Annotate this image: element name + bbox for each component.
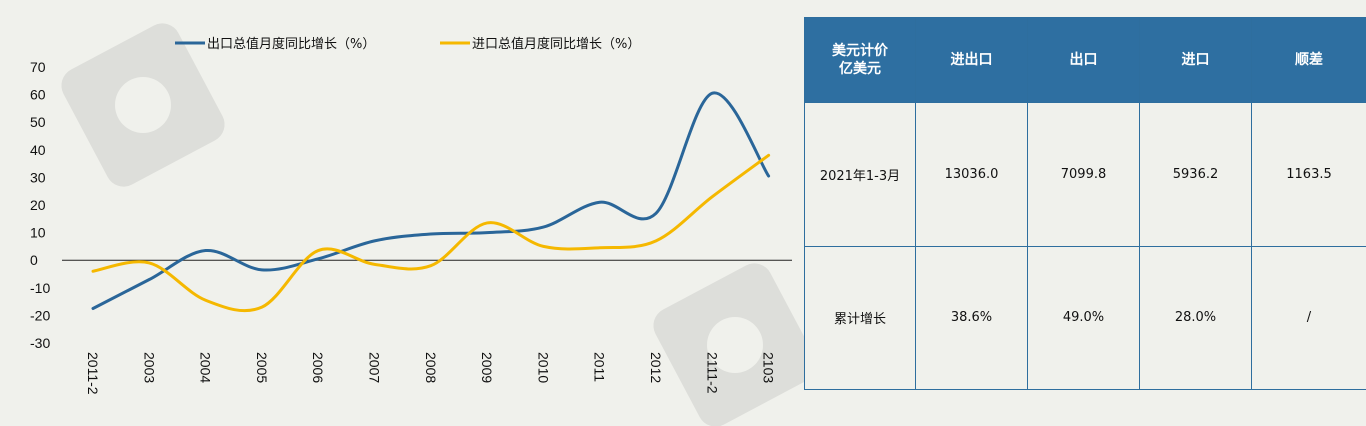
y-tick-label: 40 bbox=[30, 142, 46, 158]
x-tick-label: 2005 bbox=[254, 352, 270, 383]
table-row: 累计增长 38.6% 49.0% 28.0% / bbox=[804, 245, 1366, 391]
table-cell: 38.6% bbox=[915, 245, 1028, 391]
x-tick-label: 2111-2 bbox=[704, 352, 720, 394]
header-cell-import: 进口 bbox=[1139, 16, 1252, 104]
header-cell-total: 进出口 bbox=[915, 16, 1028, 104]
line-chart: 出口总值月度同比增长（%） 进口总值月度同比增长（%） 70 60 50 40 30 20… bbox=[30, 36, 792, 395]
x-tick-label: 2011-2 bbox=[85, 352, 101, 395]
x-tick-label: 2011 bbox=[592, 352, 608, 382]
table-cell: 7099.8 bbox=[1027, 102, 1140, 247]
x-tick-label: 2012 bbox=[648, 352, 664, 383]
x-tick-label: 2010 bbox=[535, 352, 551, 383]
x-tick-label: 2003 bbox=[141, 352, 157, 383]
table-cell: 28.0% bbox=[1139, 245, 1252, 391]
table-cell: 累计增长 bbox=[804, 245, 916, 391]
y-tick-label: 30 bbox=[30, 169, 46, 185]
x-tick-label: 2009 bbox=[479, 352, 495, 383]
table-cell: 49.0% bbox=[1027, 245, 1140, 391]
series-line-import bbox=[91, 153, 771, 313]
legend-label-export: 出口总值月度同比增长（%） bbox=[207, 36, 375, 52]
legend-label-import: 进口总值月度同比增长（%） bbox=[472, 36, 640, 52]
y-tick-label: 50 bbox=[30, 114, 46, 130]
y-tick-label: 10 bbox=[30, 225, 46, 241]
table-header-row: 美元计价 亿美元 进出口 出口 进口 顺差 bbox=[804, 16, 1366, 104]
y-tick-label: -30 bbox=[30, 335, 50, 351]
y-tick-label: 60 bbox=[30, 87, 46, 103]
x-tick-label: 2007 bbox=[367, 352, 383, 383]
y-tick-label: 0 bbox=[30, 252, 38, 268]
table-row: 2021年1-3月 13036.0 7099.8 5936.2 1163.5 bbox=[804, 102, 1366, 247]
table-cell: / bbox=[1251, 245, 1366, 391]
x-tick-label: 2004 bbox=[198, 352, 214, 383]
x-tick-label: 2103 bbox=[761, 352, 777, 383]
y-axis: 70 60 50 40 30 20 10 0 -10 -20 -30 bbox=[30, 59, 50, 351]
series-lines bbox=[91, 91, 771, 313]
x-tick-label: 2006 bbox=[310, 352, 326, 383]
x-axis: 2011-2 2003 2004 2005 2006 2007 2008 2009 2010 20… bbox=[85, 352, 777, 395]
y-tick-label: -10 bbox=[30, 280, 50, 296]
series-line-export bbox=[91, 91, 771, 310]
header-cell-surplus: 顺差 bbox=[1251, 16, 1366, 104]
header-cell-export: 出口 bbox=[1027, 16, 1140, 104]
trade-summary-table: 美元计价 亿美元 进出口 出口 进口 顺差 2021年1-3月 13036.0 … bbox=[804, 16, 1366, 391]
table-cell: 5936.2 bbox=[1139, 102, 1252, 247]
header-cell-unit: 美元计价 亿美元 bbox=[804, 16, 916, 104]
y-tick-label: 20 bbox=[30, 197, 46, 213]
table-cell: 13036.0 bbox=[915, 102, 1028, 247]
y-tick-label: 70 bbox=[30, 59, 46, 75]
table-cell: 1163.5 bbox=[1251, 102, 1366, 247]
legend: 出口总值月度同比增长（%） 进口总值月度同比增长（%） bbox=[175, 36, 640, 52]
x-tick-label: 2008 bbox=[423, 352, 439, 383]
table-cell: 2021年1-3月 bbox=[804, 102, 916, 247]
y-tick-label: -20 bbox=[30, 307, 50, 323]
